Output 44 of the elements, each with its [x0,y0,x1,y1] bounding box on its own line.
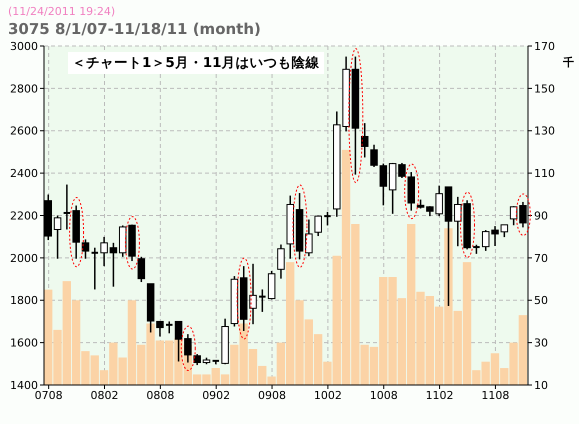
annotation: ＜チャート1＞5月・11月はいつも陰線 [68,52,324,74]
candlestick [138,256,146,283]
y-tick-label: 1600 [10,336,38,350]
candlestick [314,214,322,237]
candlestick [249,263,257,325]
candlestick [82,238,90,260]
x-tick-label: 1008 [370,388,398,402]
x-tick-label: 0908 [258,388,286,402]
y-tick-label: 2200 [10,209,38,222]
y2-tick-label: 70 [534,252,548,265]
candlestick [165,320,174,334]
y2-tick-label: 10 [534,378,548,392]
y-tick-label: 2400 [10,167,38,180]
candlestick [482,229,490,252]
candlestick [472,244,481,255]
candlestick [323,211,332,226]
candlestick [54,214,62,260]
x-tick-label: 0902 [202,388,230,402]
y2-tick-label: 130 [534,124,555,138]
candlestick [360,122,368,158]
y2-tick-label: 30 [534,336,548,350]
x-tick-label: 1002 [314,388,342,402]
y2-tick-label: 110 [534,167,555,180]
candlestick [90,246,100,290]
x-tick-label: 1108 [481,388,510,402]
y-tick-label: 2000 [10,252,38,265]
y2-tick-label: 170 [534,40,555,53]
y2-tick-label: 150 [534,82,555,96]
y2-axis-title: 千 [563,55,574,70]
y2-tick-label: 50 [534,294,548,308]
candlestick [62,184,72,230]
x-tick-label: 0802 [90,388,118,402]
candlestick [258,288,267,313]
y-tick-label: 1800 [10,294,38,308]
chart-subtitle: (11/24/2011 19:24) [8,5,116,18]
y-tick-label: 2600 [10,124,38,138]
candlestick [277,244,285,280]
y2-tick-label: 90 [534,209,548,222]
y-tick-label: 3000 [10,40,38,53]
chart-title: 3075 8/1/07-11/18/11 (month) [8,20,261,38]
y-tick-label: 2800 [10,82,38,96]
candlestick [454,196,462,247]
x-tick-label: 1102 [426,388,454,402]
x-tick-label: 0808 [146,388,174,402]
